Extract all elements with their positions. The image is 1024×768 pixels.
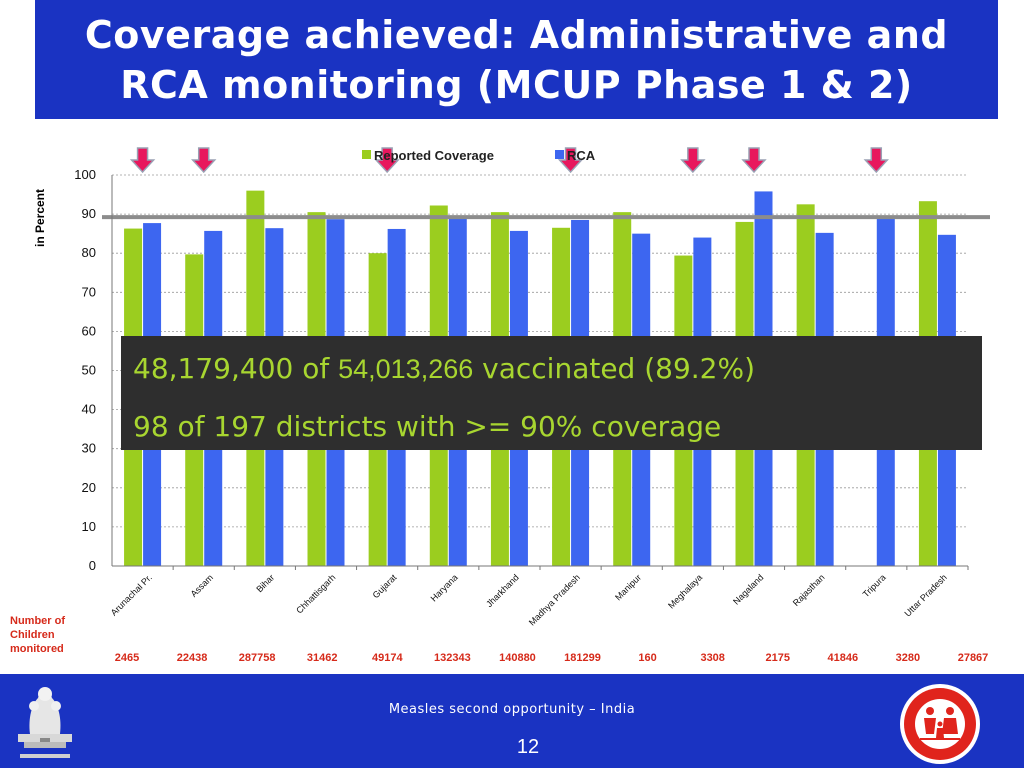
children-monitored-count: 27867 bbox=[957, 652, 989, 664]
x-category-label: Chhattisgarh bbox=[294, 572, 337, 615]
legend-swatch bbox=[555, 150, 564, 159]
down-arrow-icon bbox=[374, 147, 400, 174]
down-arrow-icon bbox=[741, 147, 767, 174]
children-monitored-count: 132343 bbox=[434, 652, 471, 664]
summary-target-number: 54,013,266 bbox=[338, 354, 474, 384]
down-arrow-icon bbox=[863, 147, 889, 174]
monitored-label-line-1: Number of bbox=[10, 615, 65, 627]
slide-title: Coverage achieved: Administrative and RC… bbox=[85, 10, 948, 110]
down-arrow-icon bbox=[680, 147, 706, 174]
x-category-label: Tripura bbox=[861, 572, 888, 599]
down-arrow-icon bbox=[129, 147, 156, 174]
x-category-label: Bihar bbox=[254, 572, 276, 594]
y-tick-label: 30 bbox=[82, 441, 96, 456]
y-tick-label: 0 bbox=[89, 558, 96, 573]
children-monitored-count: 2175 bbox=[765, 652, 791, 664]
children-monitored-count: 31462 bbox=[306, 652, 338, 664]
legend-label: Reported Coverage bbox=[374, 148, 494, 163]
x-category-label: Madhya Pradesh bbox=[527, 572, 582, 627]
children-monitored-count: 287758 bbox=[238, 652, 276, 664]
x-category-label: Uttar Pradesh bbox=[903, 572, 949, 618]
y-tick-label: 40 bbox=[82, 402, 96, 417]
x-category-label: Haryana bbox=[429, 572, 460, 603]
down-arrow-icon bbox=[557, 147, 584, 174]
x-category-label: Meghalaya bbox=[666, 572, 704, 610]
y-tick-label: 10 bbox=[82, 519, 96, 534]
children-monitored-count: 160 bbox=[638, 652, 657, 664]
y-tick-label: 80 bbox=[82, 245, 96, 260]
y-tick-label: 50 bbox=[82, 363, 96, 378]
x-category-label: Gujarat bbox=[371, 572, 399, 600]
family-logo-icon bbox=[900, 684, 980, 764]
y-tick-label: 90 bbox=[82, 206, 96, 221]
children-monitored-count: 22438 bbox=[176, 652, 208, 664]
children-monitored-count: 3308 bbox=[700, 652, 725, 664]
children-monitored-count: 3280 bbox=[895, 652, 921, 664]
x-category-label: Nagaland bbox=[731, 572, 765, 606]
children-monitored-count: 49174 bbox=[372, 652, 403, 664]
down-arrow-icon bbox=[191, 147, 217, 174]
legend-label: RCA bbox=[567, 148, 596, 163]
summary-overlay: 48,179,400 of 54,013,266 vaccinated (89.… bbox=[121, 336, 982, 450]
y-tick-label: 20 bbox=[82, 480, 96, 495]
footer-text: Measles second opportunity – India bbox=[388, 702, 636, 717]
footer-bar: Measles second opportunity – India 12 bbox=[0, 674, 1024, 768]
flag-markers bbox=[129, 147, 889, 174]
title-line-2: RCA monitoring (MCUP Phase 1 & 2) bbox=[120, 62, 913, 107]
y-axis-label: in Percent bbox=[33, 189, 47, 247]
summary-suffix: vaccinated (89.2%) bbox=[473, 352, 756, 385]
x-category-label: Jharkhand bbox=[484, 572, 521, 609]
children-monitored-count: 41846 bbox=[827, 652, 859, 664]
page-number: 12 bbox=[516, 736, 540, 758]
children-monitored-count: 181299 bbox=[564, 652, 601, 664]
state-emblem-icon bbox=[18, 687, 72, 758]
children-monitored-row: 2465 22438 287758 31462 49174 132343 140880 181… bbox=[0, 652, 1024, 668]
monitored-label-line-3: monitored bbox=[10, 643, 64, 655]
summary-vaccinated: 48,179,400 of 54,013,266 vaccinated (89.… bbox=[133, 340, 982, 398]
y-tick-label: 70 bbox=[82, 284, 96, 299]
title-banner: Coverage achieved: Administrative and RC… bbox=[35, 0, 998, 119]
chart-legend: Reported Coverage RCA bbox=[362, 148, 596, 163]
children-monitored-label: Number of Children monitored bbox=[10, 614, 65, 656]
children-monitored-count: 140880 bbox=[499, 652, 536, 664]
x-axis: Arunachal Pr. Assam Bihar Chhattisgarh Gujar… bbox=[109, 566, 969, 628]
x-category-label: Arunachal Pr. bbox=[109, 572, 154, 617]
x-category-label: Rajasthan bbox=[791, 572, 827, 608]
y-tick-label: 100 bbox=[74, 167, 96, 182]
title-line-1: Coverage achieved: Administrative and bbox=[84, 12, 949, 57]
monitored-label-line-2: Children bbox=[10, 629, 55, 641]
x-category-label: Manipur bbox=[613, 572, 643, 602]
summary-prefix: 48,179,400 of bbox=[133, 352, 339, 385]
summary-districts: 98 of 197 districts with >= 90% coverage bbox=[133, 410, 722, 443]
y-tick-label: 60 bbox=[82, 323, 96, 338]
children-monitored-count: 2465 bbox=[114, 652, 140, 664]
x-category-label: Assam bbox=[189, 572, 216, 599]
legend-swatch bbox=[362, 150, 371, 159]
